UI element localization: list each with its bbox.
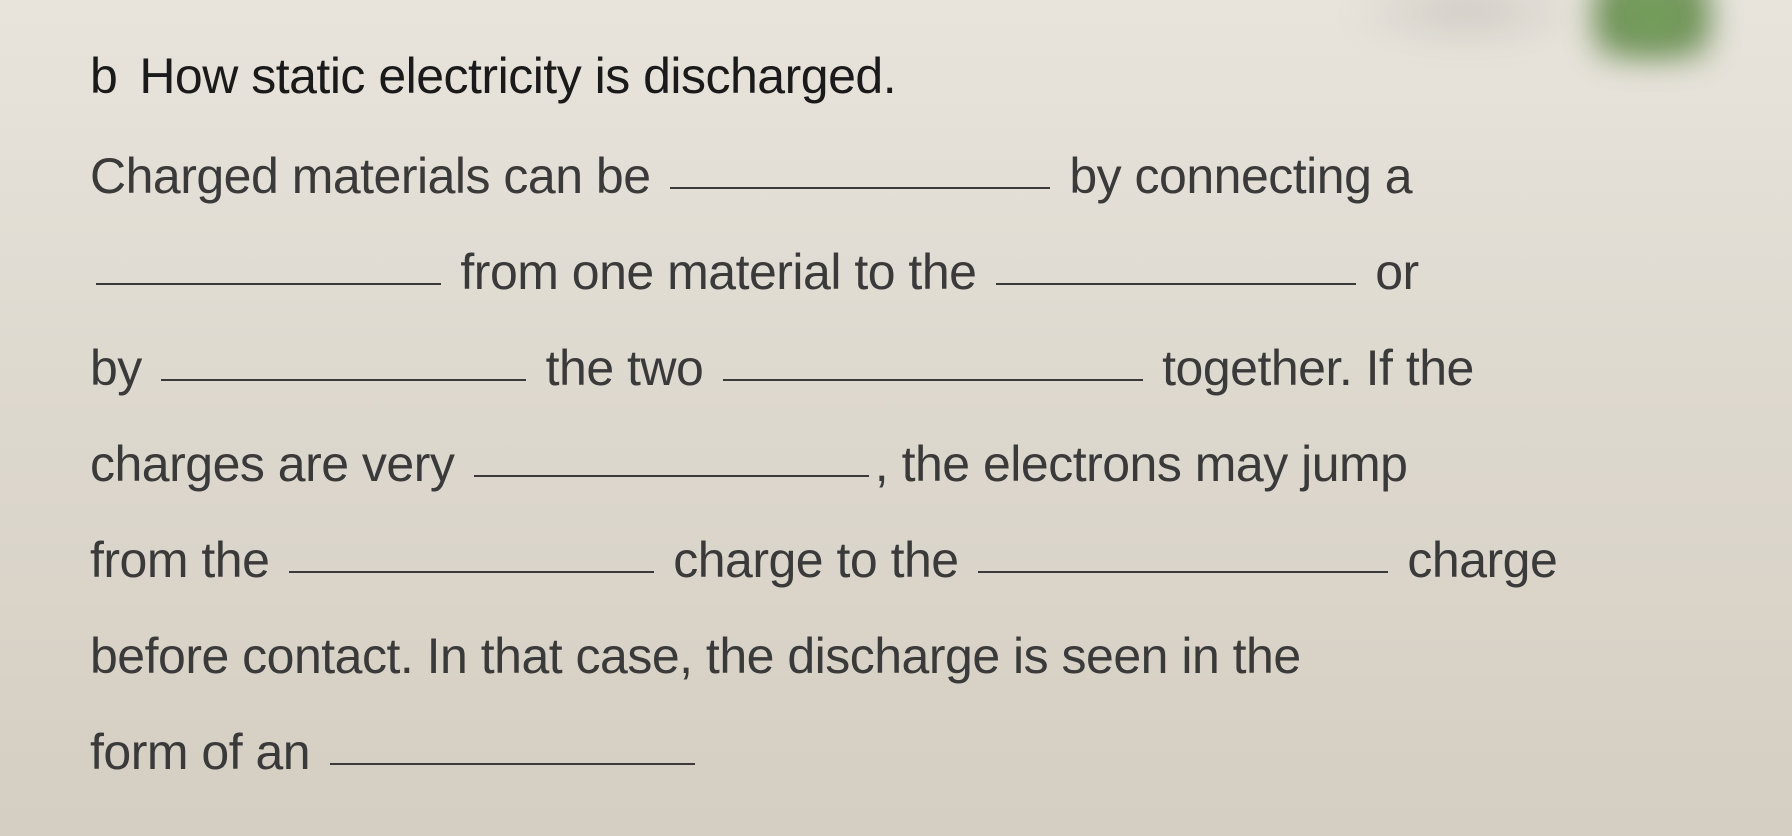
blank-8[interactable] <box>978 571 1388 573</box>
page-shadow <box>1342 0 1592 40</box>
text-line-3: by the two together. If the <box>90 320 1742 416</box>
text-line-6: before contact. In that case, the discha… <box>90 608 1742 704</box>
fill-in-paragraph: Charged materials can be by connecting a… <box>90 128 1742 800</box>
question-letter: b <box>90 28 117 124</box>
text-segment: charges are very <box>90 436 454 492</box>
question-heading: b How static electricity is discharged. <box>90 28 1742 124</box>
text-segment: by <box>90 340 142 396</box>
text-segment: by connecting a <box>1069 148 1412 204</box>
green-object-blur <box>1592 0 1712 60</box>
text-line-5: from the charge to the charge <box>90 512 1742 608</box>
text-segment: from the <box>90 532 269 588</box>
text-segment: the two <box>546 340 704 396</box>
text-segment: charge <box>1407 532 1557 588</box>
text-segment: from one material to the <box>460 244 976 300</box>
blank-4[interactable] <box>161 379 526 381</box>
text-line-7: form of an <box>90 704 1742 800</box>
worksheet-content: b How static electricity is discharged. C… <box>90 28 1742 800</box>
blank-6[interactable] <box>474 475 869 477</box>
text-segment: together. If the <box>1162 340 1474 396</box>
text-segment: before contact. In that case, the discha… <box>90 628 1301 684</box>
text-segment: , the electrons may jump <box>875 436 1408 492</box>
blank-1[interactable] <box>670 187 1050 189</box>
text-line-2: from one material to the or <box>90 224 1742 320</box>
blank-5[interactable] <box>723 379 1143 381</box>
blank-7[interactable] <box>289 571 654 573</box>
text-line-4: charges are very , the electrons may jum… <box>90 416 1742 512</box>
blank-3[interactable] <box>996 283 1356 285</box>
text-segment: Charged materials can be <box>90 148 651 204</box>
blank-9[interactable] <box>330 763 695 765</box>
text-segment: or <box>1375 244 1418 300</box>
blank-2[interactable] <box>96 283 441 285</box>
text-line-1: Charged materials can be by connecting a <box>90 128 1742 224</box>
text-segment: form of an <box>90 724 310 780</box>
text-segment: charge to the <box>673 532 958 588</box>
question-title: How static electricity is discharged. <box>139 48 896 104</box>
